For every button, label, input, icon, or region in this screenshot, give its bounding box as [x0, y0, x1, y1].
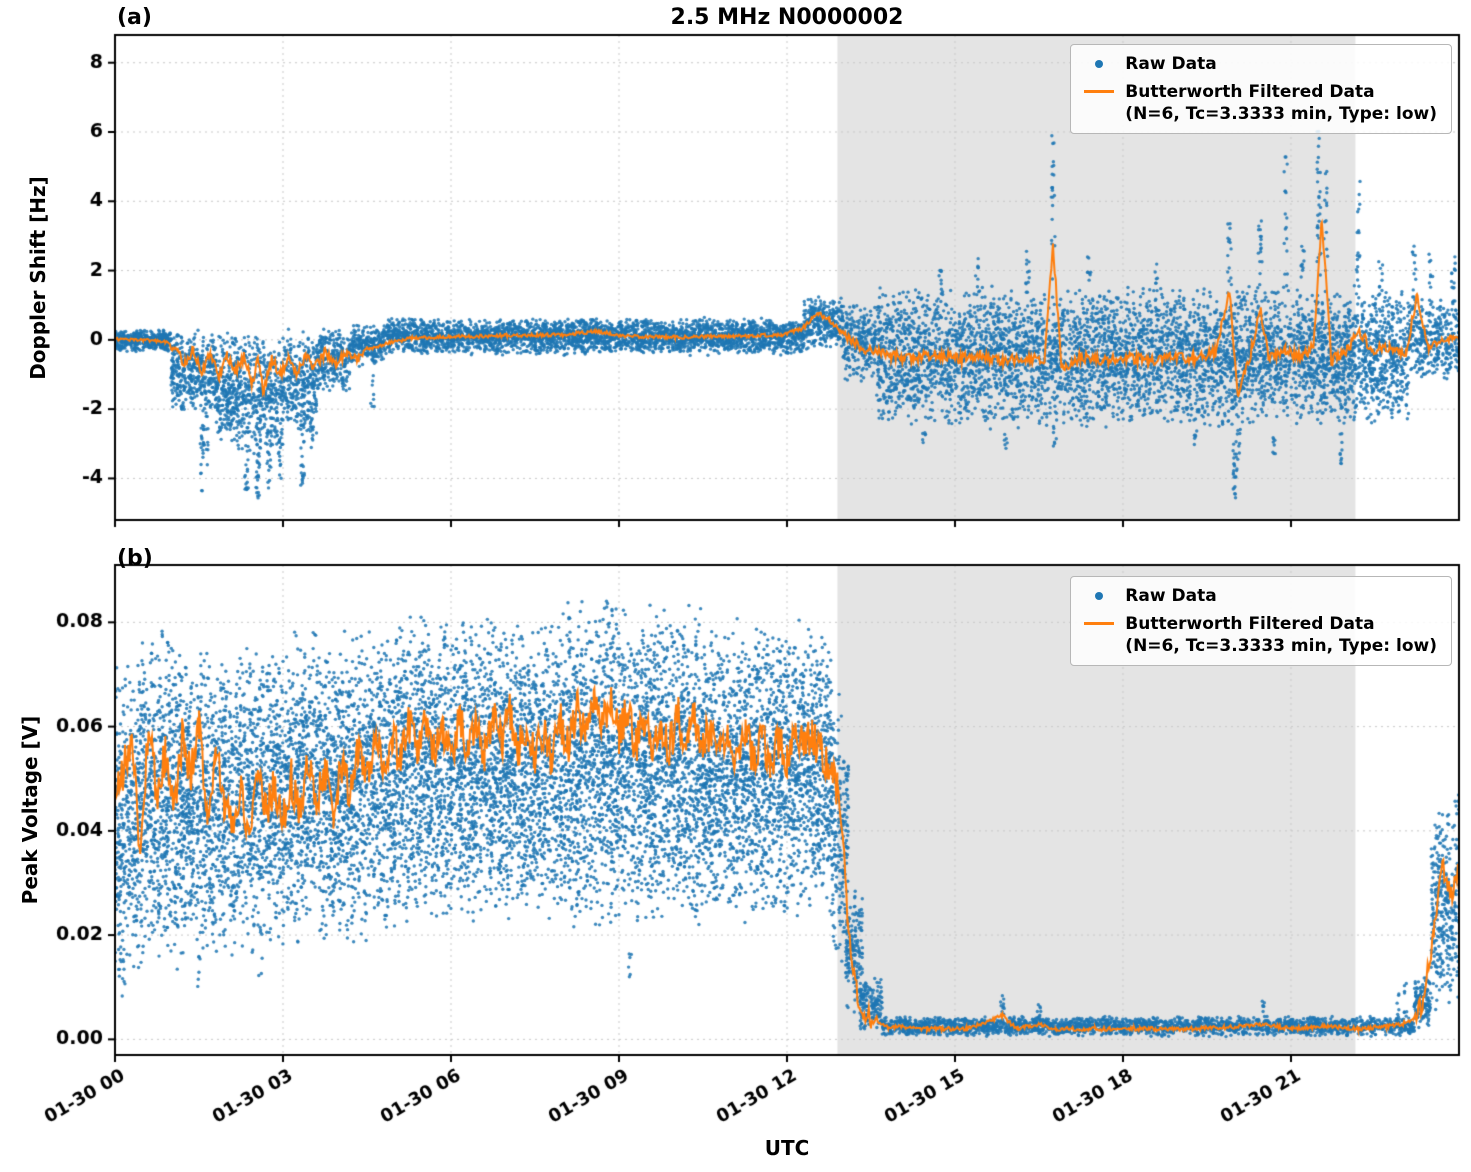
- legend-filtered-title: Butterworth Filtered Data: [1125, 82, 1375, 103]
- filtered-line-marker-icon: [1081, 613, 1117, 634]
- legend-filtered-title: Butterworth Filtered Data: [1125, 614, 1375, 635]
- panel-a-label: (a): [117, 5, 152, 30]
- legend-filtered-label: Butterworth Filtered Data (N=6, Tc=3.333…: [1125, 613, 1437, 657]
- legend-panel-b: Raw Data Butterworth Filtered Data (N=6,…: [1070, 576, 1452, 667]
- raw-data-marker-icon: [1081, 585, 1117, 606]
- legend-filtered-label: Butterworth Filtered Data (N=6, Tc=3.333…: [1125, 81, 1437, 125]
- legend-entry-filtered: Butterworth Filtered Data (N=6, Tc=3.333…: [1081, 81, 1437, 125]
- panel-b-label: (b): [117, 546, 153, 571]
- legend-raw-label: Raw Data: [1125, 54, 1217, 74]
- legend-raw-label: Raw Data: [1125, 586, 1217, 606]
- filtered-line-marker-icon: [1081, 81, 1117, 102]
- legend-panel-a: Raw Data Butterworth Filtered Data (N=6,…: [1070, 44, 1452, 135]
- legend-entry-raw: Raw Data: [1081, 585, 1437, 607]
- y-axis-label-doppler: Doppler Shift [Hz]: [26, 176, 50, 380]
- legend-entry-filtered: Butterworth Filtered Data (N=6, Tc=3.333…: [1081, 613, 1437, 657]
- x-axis-label: UTC: [764, 1136, 810, 1160]
- legend-filtered-params: (N=6, Tc=3.3333 min, Type: low): [1125, 104, 1437, 125]
- y-axis-label-voltage: Peak Voltage [V]: [18, 715, 42, 905]
- raw-data-marker-icon: [1081, 53, 1117, 74]
- legend-filtered-params: (N=6, Tc=3.3333 min, Type: low): [1125, 636, 1437, 657]
- chart-title: 2.5 MHz N0000002: [670, 5, 904, 30]
- legend-entry-raw: Raw Data: [1081, 53, 1437, 75]
